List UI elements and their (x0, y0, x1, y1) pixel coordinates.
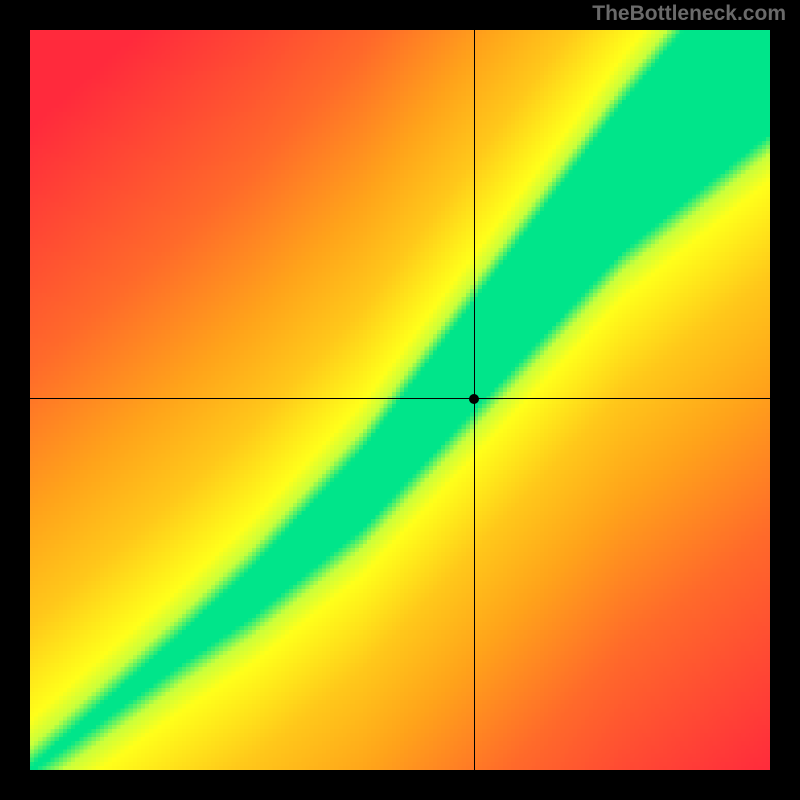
crosshair-horizontal (30, 398, 770, 399)
heatmap-canvas (30, 30, 770, 770)
heatmap-canvas-wrap (30, 30, 770, 770)
watermark-text: TheBottleneck.com (592, 2, 786, 26)
chart-frame: TheBottleneck.com (0, 0, 800, 800)
crosshair-marker (469, 394, 479, 404)
heatmap-plot-area (30, 30, 770, 770)
